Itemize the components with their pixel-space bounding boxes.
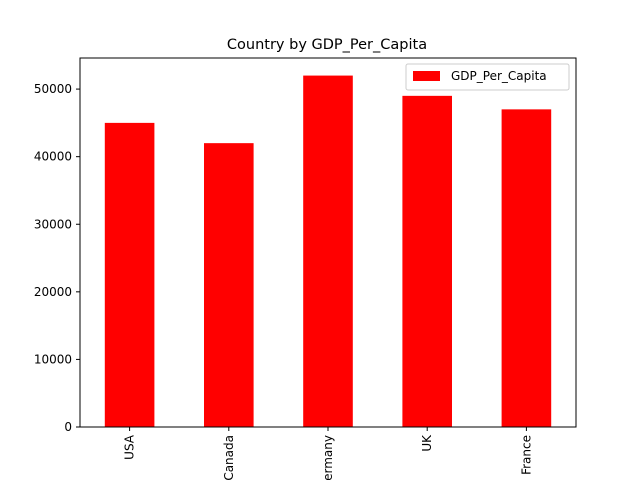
y-tick-label: 40000 [34, 150, 72, 164]
x-tick-label: Canada [222, 435, 236, 480]
y-tick-label: 20000 [34, 285, 72, 299]
x-tick-label: France [519, 435, 533, 475]
y-tick-label: 0 [64, 420, 72, 434]
bar-canada [204, 143, 254, 427]
bar-france [501, 109, 552, 427]
y-axis: 0 10000 20000 30000 40000 50000 [34, 82, 80, 434]
legend-label: GDP_Per_Capita [451, 69, 547, 83]
x-tick-label: Germany [321, 435, 335, 480]
legend-swatch [413, 71, 440, 81]
bars-group [104, 75, 552, 428]
bar-germany [303, 75, 353, 428]
x-tick-label: USA [123, 434, 137, 460]
legend: GDP_Per_Capita [405, 63, 570, 91]
bar-uk [402, 95, 452, 427]
legend-box [405, 63, 570, 91]
y-tick-label: 30000 [34, 217, 72, 231]
chart-title: Country by GDP_Per_Capita [227, 37, 427, 53]
x-axis: USA Canada Germany UK France [123, 427, 533, 480]
y-tick-label: 50000 [34, 82, 72, 96]
plot-frame [79, 57, 577, 428]
y-tick-label: 10000 [34, 352, 72, 366]
x-tick-label: UK [420, 434, 434, 452]
bar-usa [104, 122, 155, 427]
